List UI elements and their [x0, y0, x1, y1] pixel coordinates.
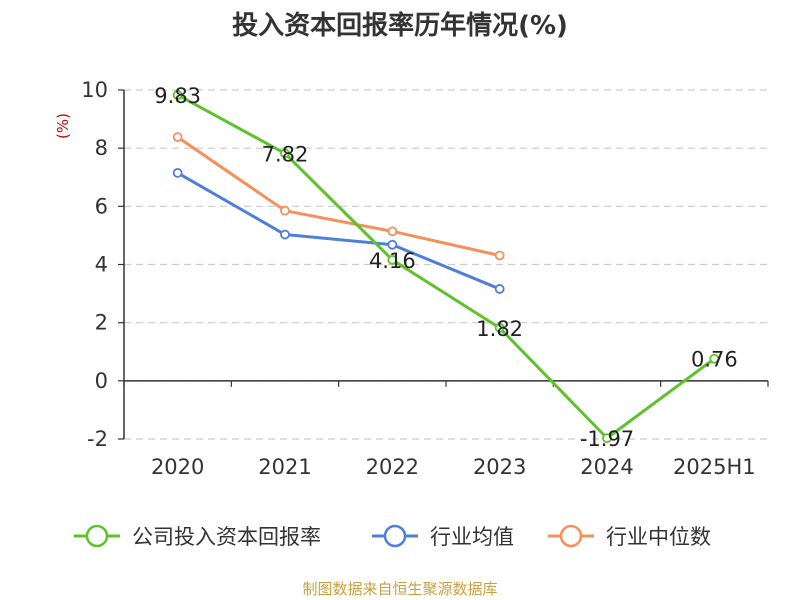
series-line — [176, 93, 716, 440]
legend-swatch-marker — [85, 524, 109, 548]
data-point — [280, 229, 290, 240]
data-label: 4.16 — [369, 249, 416, 273]
source-note: 制图数据来自恒生聚源数据库 — [302, 580, 497, 598]
y-tick-label: 2 — [95, 311, 108, 335]
data-point — [494, 284, 505, 294]
data-point — [709, 353, 720, 364]
chart-title: 投入资本回报率历年情况(%) — [232, 10, 568, 41]
axes: 10 8 6 4 2 0 -2 2020 2021 2022 2023 2024 2025H1 — [81, 78, 769, 479]
data-point — [280, 148, 290, 159]
data-label: 1.82 — [476, 317, 523, 341]
data-point — [387, 254, 398, 265]
legend-label: 行业均值 — [430, 525, 514, 549]
data-label: 7.82 — [262, 142, 309, 166]
series-line — [176, 135, 500, 257]
legend-label: 公司投入资本回报率 — [132, 525, 321, 549]
data-point — [387, 239, 398, 250]
x-tick-label: 2025H1 — [673, 455, 756, 479]
y-tick-label: -2 — [87, 427, 108, 451]
data-labels: 9.83 7.82 4.16 1.82 -1.97 0.76 — [154, 84, 737, 451]
series-line — [176, 171, 501, 291]
x-tick-label: 2021 — [258, 455, 311, 479]
data-label: -1.97 — [580, 427, 634, 451]
y-tick-label: 10 — [81, 78, 108, 102]
data-point — [494, 250, 505, 261]
data-point — [172, 90, 183, 100]
data-point — [387, 226, 398, 237]
y-tick-label: 8 — [95, 136, 108, 160]
y-tick-label: 4 — [95, 253, 108, 277]
x-tick-label: 2024 — [580, 455, 633, 479]
legend-swatch-marker — [559, 524, 583, 548]
y-tick-label: 0 — [95, 369, 108, 393]
data-label: 0.76 — [691, 348, 738, 372]
x-tick-label: 2022 — [366, 455, 419, 479]
y-tick-label: 6 — [95, 194, 108, 218]
legend: 公司投入资本回报率 行业均值 行业中位数 — [74, 524, 711, 549]
x-tick-label: 2020 — [151, 455, 204, 479]
data-label: 9.83 — [154, 84, 201, 108]
legend-swatch-marker — [383, 524, 407, 548]
y-axis-label: (%) — [54, 113, 72, 139]
data-point — [172, 132, 183, 143]
data-point — [494, 323, 505, 333]
data-point — [172, 167, 183, 178]
data-point — [280, 205, 290, 216]
series-layer — [172, 90, 720, 444]
x-tick-label: 2023 — [473, 455, 526, 479]
legend-label: 行业中位数 — [606, 525, 711, 549]
data-point — [602, 433, 612, 444]
